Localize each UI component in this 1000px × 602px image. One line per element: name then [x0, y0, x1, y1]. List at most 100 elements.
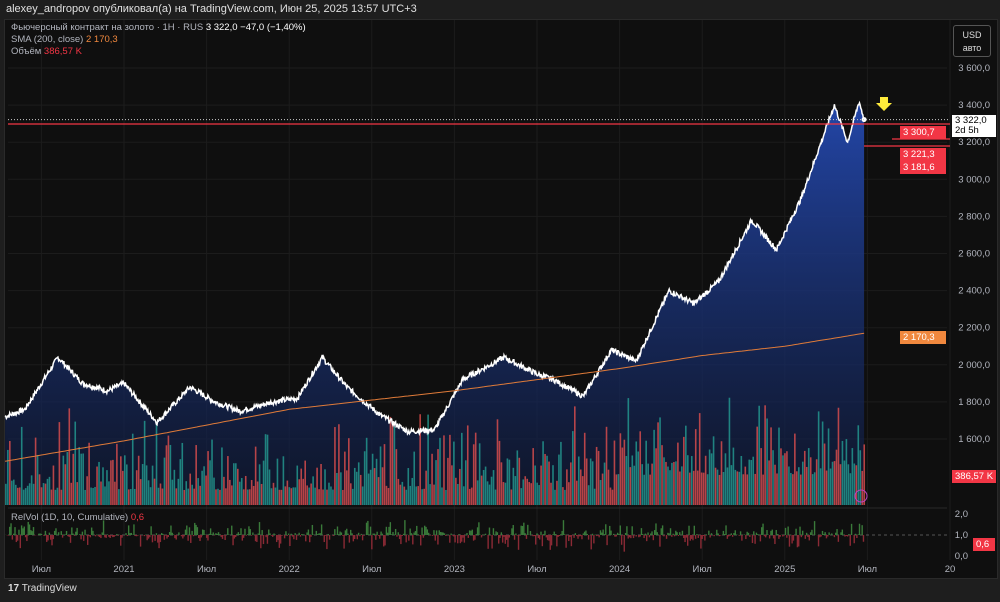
relvol-bar [392, 532, 394, 535]
volume-bar [290, 488, 293, 505]
volume-bar [135, 470, 138, 505]
relvol-bar [434, 535, 436, 541]
volume-bar [22, 489, 25, 505]
volume-bar [690, 456, 693, 505]
relvol-bar [554, 534, 557, 535]
relvol-bar [754, 535, 756, 544]
relvol-bar [376, 531, 378, 535]
volume-bar [397, 478, 400, 505]
volume-bar [756, 426, 758, 505]
relvol-bar [223, 535, 225, 536]
relvol-bar [693, 525, 696, 535]
volume-bar [696, 470, 699, 505]
volume-bar [52, 465, 55, 505]
relvol-bar [499, 535, 501, 538]
relvol-bar [631, 526, 633, 535]
relvol-bar [730, 533, 733, 535]
volume-bar [706, 474, 709, 505]
relvol-bar [741, 535, 743, 541]
relvol-bar [795, 528, 797, 535]
legend-relvol[interactable]: RelVol (1D, 10, Cumulative) 0,6 [11, 512, 144, 523]
volume-bar [532, 448, 534, 505]
volume-bar [9, 440, 11, 505]
volume-bar [778, 427, 780, 505]
currency-button[interactable]: USD авто [953, 25, 991, 57]
relvol-bar [705, 534, 707, 535]
relvol-bar [347, 533, 349, 535]
volume-bar [425, 470, 427, 505]
volume-bar [645, 440, 647, 505]
relvol-bar [180, 535, 183, 537]
volume-bar [821, 421, 824, 505]
y-tick-label: 1 800,0 [958, 397, 990, 408]
volume-bar [177, 478, 180, 505]
legend-volume[interactable]: Объём 386,57 K [11, 46, 82, 57]
relvol-bar [471, 529, 473, 535]
relvol-bar [661, 525, 664, 535]
relvol-bar [346, 528, 348, 535]
volume-bar [768, 460, 770, 505]
volume-bar [502, 482, 505, 505]
sma-price-label: 2 170,3 [900, 331, 946, 344]
volume-bar [839, 464, 842, 505]
relvol-bar [270, 535, 273, 536]
volume-bar [583, 432, 586, 505]
volume-bar [270, 488, 273, 505]
relvol-bar [738, 535, 740, 536]
tradingview-logo[interactable]: 17 TradingView [8, 583, 77, 594]
relvol-bar [172, 534, 175, 535]
volume-bar [155, 421, 158, 505]
relvol-bar [504, 535, 507, 544]
relvol-bar [792, 535, 795, 541]
relvol-bar [729, 535, 731, 536]
relvol-bar [195, 524, 197, 535]
relvol-bar [635, 535, 637, 537]
volume-bar [30, 475, 33, 505]
relvol-value: 0,6 [130, 512, 145, 523]
volume-bar [403, 486, 406, 505]
relvol-bar [437, 535, 439, 545]
relvol-bar [546, 535, 549, 541]
relvol-bar [656, 532, 659, 535]
relvol-bar [441, 532, 443, 535]
volume-bar [455, 477, 457, 505]
relvol-bar [340, 532, 343, 535]
volume-bar [36, 454, 39, 505]
relvol-bar [338, 534, 340, 535]
volume-bar [14, 484, 17, 505]
level-label-3: 3 181,6 [900, 161, 946, 174]
relvol-bar [570, 535, 573, 547]
relvol-bar [278, 535, 281, 548]
volume-bar [603, 462, 606, 505]
volume-bar [803, 450, 806, 505]
volume-bar [82, 453, 84, 505]
volume-bar [326, 489, 328, 505]
relvol-bar [476, 527, 479, 535]
volume-bar [68, 408, 71, 505]
relvol-bar [47, 535, 49, 541]
volume-bar [62, 455, 65, 505]
volume-bar [147, 480, 150, 505]
volume-bar [459, 468, 461, 505]
relvol-bar [519, 535, 521, 536]
volume-bar [355, 471, 358, 505]
relvol-bar [168, 532, 171, 535]
relvol-bar [503, 535, 505, 537]
volume-bar [597, 450, 600, 505]
legend-sma[interactable]: SMA (200, close) 2 170,3 [11, 34, 118, 45]
volume-bar [568, 482, 570, 505]
relvol-bar [788, 535, 791, 547]
relvol-bar [72, 533, 74, 535]
volume-bar [738, 471, 741, 505]
volume-bar [157, 487, 160, 505]
volume-bar [579, 469, 582, 505]
relvol-bar [302, 534, 304, 535]
relvol-bar [113, 535, 115, 537]
volume-bar [490, 476, 493, 505]
volume-bar [633, 465, 636, 505]
relvol-bar [630, 535, 632, 539]
volume-bar [534, 465, 536, 505]
relvol-bar [27, 521, 29, 535]
volume-bar [125, 464, 128, 505]
